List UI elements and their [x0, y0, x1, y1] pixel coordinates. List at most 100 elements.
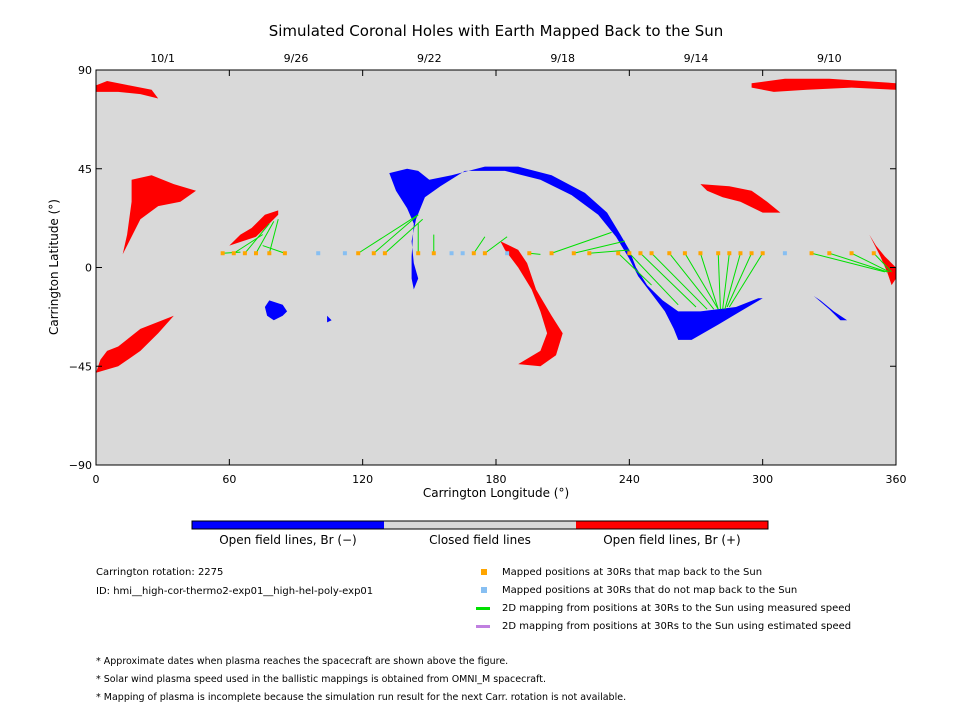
mapped-position-25: [649, 251, 654, 256]
coronal-hole-positive-0: [96, 81, 159, 99]
colorbar-label-positive: Open field lines, Br (+): [603, 533, 741, 547]
mapped-position-8: [356, 251, 361, 256]
mapping-line-4: [268, 219, 279, 254]
mapping-line-0: [222, 251, 241, 254]
mapped-position-30: [727, 251, 732, 256]
mapping-line-23: [628, 252, 679, 306]
colorbar-frame: [191, 520, 769, 530]
mapped-position-12: [431, 251, 436, 256]
mapping-line-28: [699, 253, 719, 310]
legend-not-mapped-marker: [481, 587, 487, 593]
mapped-position-28: [698, 251, 703, 256]
mapping-line-26: [668, 252, 715, 310]
plot-area: [96, 70, 896, 465]
coronal-hole-positive-3: [229, 210, 279, 246]
mapped-position-35: [809, 251, 814, 256]
mapped-position-33: [760, 251, 765, 256]
mapped-position-6: [316, 251, 321, 256]
mapped-position-32: [749, 251, 754, 256]
footnote-speed: * Solar wind plasma speed used in the ba…: [96, 674, 546, 685]
legend-not-mapped: Mapped positions at 30Rs that do not map…: [476, 583, 797, 599]
mapped-position-19: [549, 251, 554, 256]
legend-measured-label: 2D mapping from positions at 30Rs to the…: [502, 603, 851, 614]
legend-mapped: Mapped positions at 30Rs that map back t…: [476, 565, 762, 581]
mapped-position-markers: [220, 251, 876, 256]
x-tick-label-5: 300: [752, 473, 773, 486]
legend-estimated: 2D mapping from positions at 30Rs to the…: [476, 619, 851, 635]
mapping-line-31: [724, 253, 741, 310]
mapped-position-38: [871, 251, 876, 256]
mapped-position-5: [282, 251, 287, 256]
y-tick-label-0: −90: [69, 459, 92, 472]
mapping-line-38: [873, 252, 892, 273]
mapped-position-11: [416, 251, 421, 256]
mapping-line-35: [811, 252, 886, 273]
coronal-hole-negative-9: [264, 300, 288, 321]
mapped-position-4: [267, 251, 272, 256]
mapped-position-17: [505, 251, 510, 256]
mapped-position-21: [587, 251, 592, 256]
footnote-dates: * Approximate dates when plasma reaches …: [96, 656, 509, 667]
mapped-position-3: [254, 251, 258, 256]
mapped-position-1: [231, 251, 236, 256]
coronal-hole-negative-10: [813, 296, 848, 321]
coronal-holes: [96, 78, 896, 373]
coronal-hole-positive-7: [869, 234, 896, 286]
mapped-position-18: [527, 251, 532, 256]
coronal-hole-negative-11: [327, 315, 332, 323]
mapping-line-37: [851, 252, 890, 273]
coronal-hole-negative-8: [389, 166, 763, 340]
coronal-hole-positive-6: [700, 184, 781, 213]
mapping-line-25: [651, 252, 708, 310]
mapping-line-30: [722, 253, 730, 310]
mapping-line-27: [684, 252, 719, 310]
y-tick-label-1: −45: [69, 360, 92, 373]
mapped-position-24: [638, 251, 643, 256]
axes: 0 60 120 180 240 300 360 −90 −45 0 45 90 10/1 9/26 9/2…: [69, 52, 907, 486]
x-tick-label-6: 360: [886, 473, 907, 486]
colorbar-negative: [192, 521, 384, 529]
mapped-position-36: [827, 251, 832, 256]
mapped-position-7: [342, 251, 347, 256]
legend-mapped-marker: [481, 569, 487, 575]
mapped-position-13: [449, 251, 454, 256]
x-tick-label-0: 0: [93, 473, 100, 486]
mapping-line-3: [255, 221, 275, 254]
footnote-incomplete: * Mapping of plasma is incomplete becaus…: [96, 692, 627, 703]
mapped-position-29: [716, 251, 721, 256]
mapped-position-23: [627, 251, 632, 256]
mapping-line-20: [573, 240, 626, 254]
chart-title: Simulated Coronal Holes with Earth Mappe…: [269, 22, 724, 40]
y-axis-label: Carrington Latitude (°): [47, 199, 61, 335]
coronal-hole-positive-4: [96, 315, 174, 373]
x-tick-label-3: 180: [486, 473, 507, 486]
mapping-line-24: [640, 252, 697, 308]
colorbar-label-closed: Closed field lines: [429, 533, 531, 547]
mapping-line-29: [717, 253, 721, 310]
x-tick-label-2: 120: [352, 473, 373, 486]
date-tick-label-5: 9/10: [817, 52, 842, 65]
mapped-position-26: [667, 251, 672, 256]
mapped-position-15: [471, 251, 476, 256]
coronal-hole-positive-1: [751, 78, 896, 92]
legend-mapped-label: Mapped positions at 30Rs that map back t…: [502, 567, 763, 578]
mapping-line-21: [589, 249, 630, 254]
mapped-position-20: [571, 251, 576, 256]
x-tick-label-4: 240: [619, 473, 640, 486]
mapped-position-31: [738, 251, 743, 256]
mapping-line-2: [244, 223, 270, 254]
coronal-hole-positive-5: [500, 241, 563, 367]
date-tick-label-1: 9/26: [284, 52, 309, 65]
rotation-info: Carrington rotation: 2275: [96, 567, 224, 578]
colorbar-label-negative: Open field lines, Br (−): [219, 533, 357, 547]
mapped-position-37: [849, 251, 854, 256]
colorbar-positive: [576, 521, 768, 529]
date-tick-label-4: 9/14: [684, 52, 709, 65]
mapping-line-32: [726, 253, 753, 308]
coronal-hole-positive-2: [122, 175, 196, 255]
date-tick-label-3: 9/18: [550, 52, 575, 65]
mapping-line-15: [473, 236, 486, 254]
legend-measured-line: [476, 606, 490, 610]
legend-estimated-line: [476, 624, 490, 628]
mapping-line-9: [373, 214, 419, 254]
